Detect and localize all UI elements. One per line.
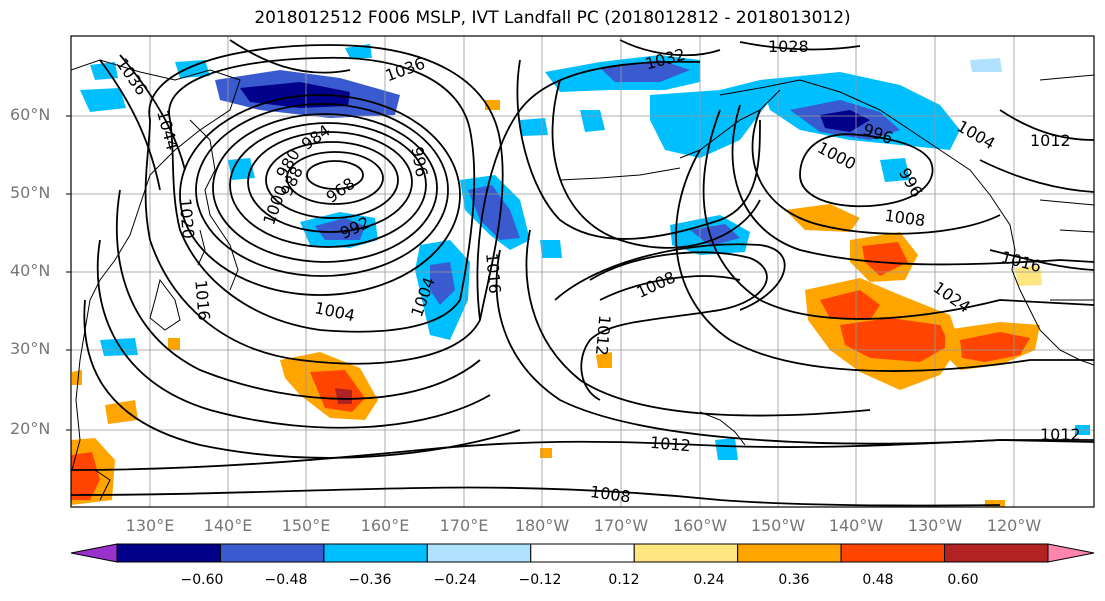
- isobars: [71, 39, 1094, 507]
- lon-label-150w: 150°W: [750, 516, 806, 535]
- colorbar-bin: [840, 543, 946, 563]
- lon-label-150e: 150°E: [281, 516, 331, 535]
- colorbar-tick: −0.12: [518, 572, 562, 588]
- colorbar-bin: [944, 543, 1049, 563]
- colorbar-tick: −0.48: [264, 572, 308, 588]
- isobar-label: 1012: [592, 314, 614, 356]
- colorbar-bin: [633, 543, 739, 563]
- lat-label-30n: 30°N: [10, 339, 51, 358]
- colorbar: [70, 543, 1095, 563]
- lon-label-140e: 140°E: [203, 516, 253, 535]
- lon-label-170w: 170°W: [593, 516, 649, 535]
- colorbar-tick: 0.12: [608, 572, 640, 588]
- colorbar-tick: 0.36: [778, 572, 810, 588]
- isobar-label: 1028: [768, 37, 809, 56]
- colorbar-bin: [323, 543, 428, 563]
- colorbar-extend-low: [70, 543, 118, 563]
- colorbar-tick: 0.60: [947, 572, 979, 588]
- isobar-label: 1012: [1030, 131, 1071, 150]
- lat-label-50n: 50°N: [10, 183, 51, 202]
- colorbar-tick: −0.60: [180, 572, 224, 588]
- lat-label-20n: 20°N: [10, 419, 51, 438]
- graticule: [71, 36, 1094, 507]
- axis-ticks: [66, 115, 71, 431]
- isobar-label: 1016: [191, 279, 213, 321]
- isobar-label: 1012: [649, 433, 691, 455]
- colorbar-tick: 0.24: [693, 572, 725, 588]
- lon-label-160e: 160°E: [360, 516, 410, 535]
- lon-label-160w: 160°W: [672, 516, 728, 535]
- colorbar-bin: [426, 543, 532, 563]
- lon-label-180w: 180°W: [514, 516, 570, 535]
- lon-label-170e: 170°E: [439, 516, 489, 535]
- lon-label-120w: 120°W: [986, 516, 1042, 535]
- lon-label-140w: 140°W: [828, 516, 884, 535]
- lon-label-130w: 130°W: [907, 516, 963, 535]
- colorbar-extend-high: [1047, 543, 1095, 563]
- colorbar-tick: 0.48: [862, 572, 894, 588]
- colorbar-bin: [219, 543, 325, 563]
- isobar-label: 1012: [1040, 425, 1081, 444]
- map-title: 2018012512 F006 MSLP, IVT Landfall PC (2…: [254, 8, 851, 28]
- isobar-label: 1020: [176, 197, 198, 239]
- colorbar-bin: [737, 543, 842, 563]
- colorbar-tick: −0.24: [433, 572, 477, 588]
- colorbar-tick: −0.36: [348, 572, 392, 588]
- colorbar-bin: [530, 543, 635, 563]
- colorbar-bin: [116, 543, 221, 563]
- lon-label-130e: 130°E: [125, 516, 175, 535]
- lat-label-60n: 60°N: [10, 105, 51, 124]
- lat-label-40n: 40°N: [10, 261, 51, 280]
- isobar-label: 1016: [482, 252, 504, 294]
- ivt-positive-areas: [71, 100, 1042, 507]
